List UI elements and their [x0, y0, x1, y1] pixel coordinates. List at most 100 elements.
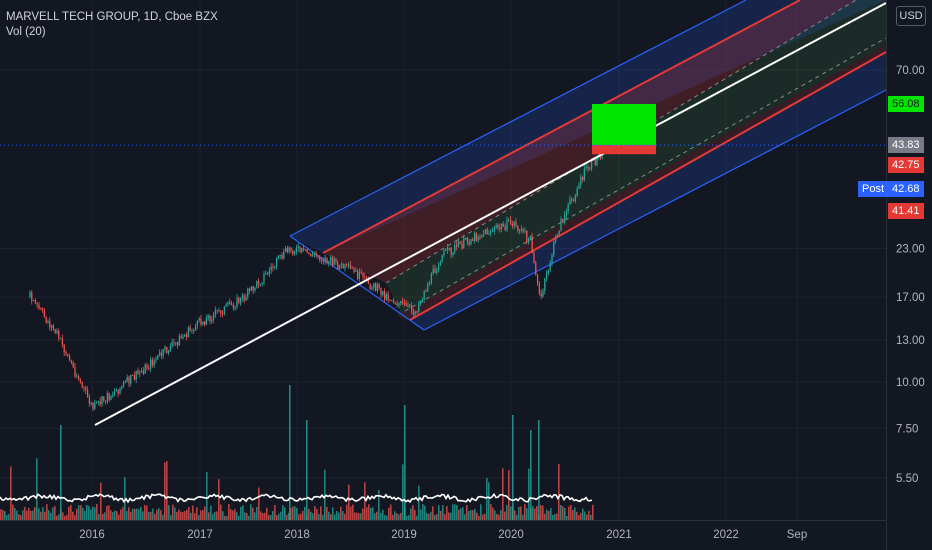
candle-body: [59, 338, 62, 340]
volume-bar: [174, 507, 176, 520]
price-tag: 41.41: [888, 203, 924, 219]
volume-bar: [148, 511, 150, 520]
candle-body: [464, 238, 467, 240]
volume-bar: [238, 515, 240, 520]
volume-bar: [536, 506, 538, 520]
candle-body: [518, 230, 521, 232]
volume-bar: [510, 506, 512, 520]
regression-channel[interactable]: [289, 0, 887, 331]
volume-bar: [20, 515, 22, 520]
volume-bar: [428, 513, 430, 520]
candle-body: [56, 330, 58, 333]
chart-legend: MARVELL TECH GROUP, 1D, Cboe BZX Vol (20…: [6, 10, 218, 40]
volume-bar: [460, 508, 462, 520]
candle-body: [311, 254, 314, 257]
candle-body: [400, 300, 402, 304]
candle-body: [445, 250, 447, 252]
candle-body: [349, 264, 352, 269]
volume-bar: [64, 515, 66, 520]
volume-bar: [388, 507, 390, 520]
x-tick-label: 2020: [498, 529, 524, 541]
volume-bar: [486, 477, 488, 520]
candle-body: [175, 342, 177, 344]
volume-bar: [572, 510, 574, 520]
volume-bar: [444, 514, 446, 520]
candle-body: [432, 268, 434, 274]
volume-bar: [328, 511, 330, 520]
candle-body: [560, 219, 562, 231]
candle-body: [340, 263, 343, 266]
volume-bar: [208, 512, 210, 520]
candle-body: [337, 261, 339, 270]
candle-body: [263, 274, 265, 283]
volume-indicator-label[interactable]: Vol (20): [6, 26, 46, 38]
candle-body: [29, 292, 31, 298]
volume-bar: [458, 509, 460, 520]
candle-body: [252, 286, 254, 291]
volume-bar: [534, 508, 536, 520]
volume-bar: [158, 508, 160, 520]
x-tick-label: 2021: [606, 529, 632, 541]
symbol-title[interactable]: MARVELL TECH GROUP, 1D, Cboe BZX: [6, 11, 218, 23]
volume-bar: [390, 504, 392, 520]
volume-bar: [532, 506, 534, 520]
candle-body: [356, 270, 359, 279]
volume-bar: [92, 506, 94, 520]
candle-body: [169, 345, 172, 352]
volume-bar: [430, 511, 432, 520]
candle-body: [196, 320, 199, 327]
candle-body: [202, 321, 204, 325]
volume-bar: [330, 514, 332, 520]
candle-body: [403, 302, 406, 304]
volume-bar: [284, 507, 286, 520]
candle-body: [133, 375, 136, 380]
drawing-overlay[interactable]: [0, 2, 887, 426]
volume-bar: [50, 512, 52, 520]
volume-bar: [178, 509, 180, 520]
volume-bar: [24, 506, 26, 520]
candle-body: [358, 271, 361, 279]
volume-bar: [366, 507, 368, 520]
volume-bar: [340, 506, 342, 520]
volume-bar: [526, 508, 528, 520]
volume-bar: [512, 415, 514, 520]
candle-body: [77, 376, 80, 381]
candle-body: [554, 236, 557, 242]
volume-bar: [282, 505, 284, 520]
volume-bar: [42, 507, 44, 520]
candle-body: [338, 265, 341, 270]
candle-body: [268, 270, 271, 274]
volume-bar: [32, 510, 34, 520]
candle-body: [463, 238, 465, 249]
candle-body: [94, 402, 96, 409]
candle-body: [409, 305, 411, 307]
candle-body: [286, 248, 289, 252]
volume-bar: [336, 510, 338, 520]
volume-bar: [324, 469, 326, 520]
candle-body: [367, 277, 370, 284]
candle-body: [374, 283, 377, 291]
candle-body: [360, 271, 362, 273]
volume-bar: [500, 510, 502, 520]
candle-body: [302, 248, 305, 250]
candle-body: [394, 302, 397, 304]
candle-body: [418, 303, 420, 312]
candle-body: [446, 247, 449, 251]
volume-bar: [446, 506, 448, 520]
candle-body: [515, 222, 517, 226]
currency-button[interactable]: USD: [896, 6, 926, 26]
candle-body: [43, 310, 46, 317]
volume-bar: [110, 510, 112, 520]
candle-body: [131, 374, 134, 376]
volume-bar: [182, 512, 184, 520]
candle-body: [115, 389, 118, 392]
volume-bar: [136, 508, 138, 520]
candle-body: [148, 368, 150, 370]
candle-body: [299, 246, 301, 253]
candle-body: [45, 316, 47, 323]
volume-bar: [368, 504, 370, 520]
candle-body: [139, 372, 141, 374]
volume-bar: [2, 509, 4, 520]
candle-body: [355, 270, 357, 272]
